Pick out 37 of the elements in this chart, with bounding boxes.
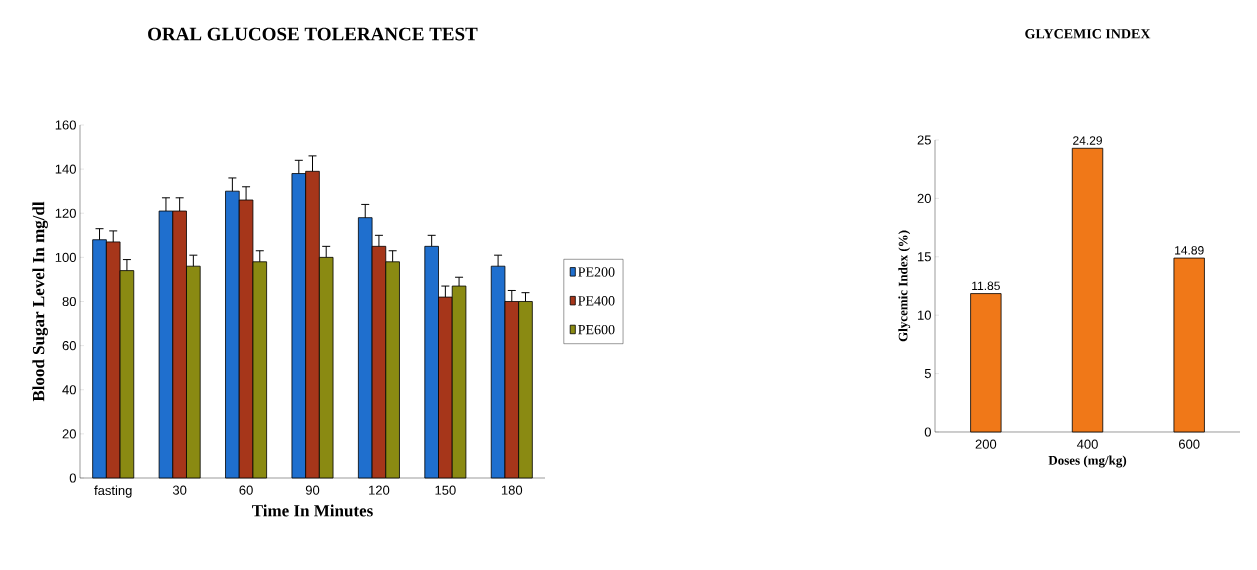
legend-label: PE600 (578, 324, 615, 335)
x-tick-label: 120 (369, 485, 390, 495)
data-label: 14.89 (1175, 246, 1204, 255)
x-tick-label: 90 (305, 485, 320, 495)
y-tick-label: 20 (917, 193, 931, 203)
y-tick-label: 40 (62, 385, 76, 395)
legend-label: PE400 (578, 296, 615, 306)
y-tick-label: 15 (918, 252, 931, 262)
y-tick-label: 100 (55, 252, 76, 262)
y-tick-label: 120 (55, 208, 76, 218)
y-tick-label: 10 (918, 310, 931, 320)
y-tick-label: 80 (62, 296, 76, 307)
y-tick-label: 160 (55, 120, 76, 130)
x-tick-label: 600 (1179, 439, 1200, 449)
x-tick-label: fasting (94, 485, 132, 498)
data-label: 24.29 (1073, 136, 1102, 145)
y-tick-label: 0 (924, 427, 931, 437)
x-tick-label: 30 (172, 485, 187, 495)
y-tick-label: 140 (55, 164, 76, 174)
x-axis-title: Time In Minutes (252, 504, 373, 517)
data-label: 11.85 (972, 281, 1000, 291)
x-axis-title: Doses (mg/kg) (1048, 455, 1127, 468)
y-axis-title: Glycemic Index (%) (898, 230, 911, 342)
x-tick-label: 180 (501, 485, 523, 495)
x-tick-label: 200 (975, 439, 997, 449)
y-tick-label: 20 (62, 429, 76, 439)
y-tick-label: 5 (924, 369, 931, 379)
y-tick-label: 0 (69, 473, 76, 483)
y-tick-label: 60 (62, 341, 76, 351)
x-tick-label: 400 (1076, 439, 1098, 449)
x-tick-label: 60 (239, 485, 253, 495)
chart-title: GLYCEMIC INDEX (1025, 29, 1151, 39)
y-tick-label: 25 (917, 135, 931, 145)
chart-title: ORAL GLUCOSE TOLERANCE TEST (148, 27, 478, 41)
legend-label: PE200 (578, 267, 615, 277)
y-axis-title: Blood Sugar Level In mg/dl (32, 201, 48, 402)
x-tick-label: 150 (435, 485, 456, 495)
